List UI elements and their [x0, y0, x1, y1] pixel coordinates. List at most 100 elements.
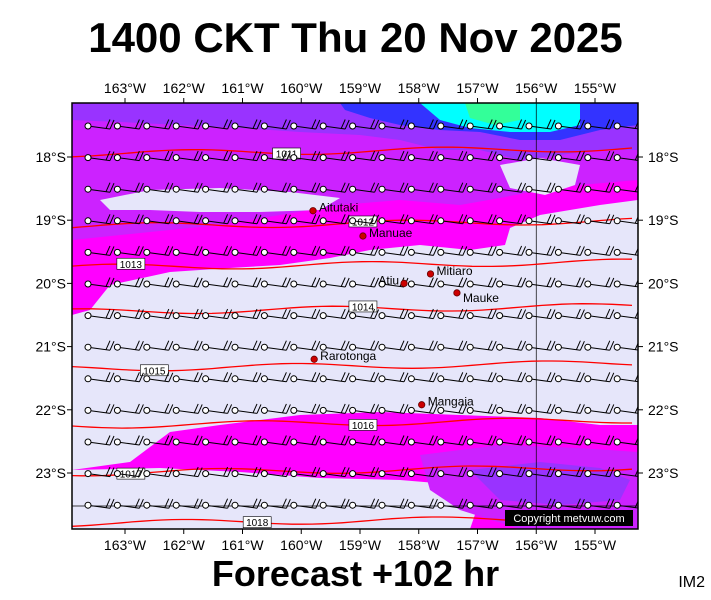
wind-barb [407, 277, 438, 288]
barb-station [85, 534, 91, 540]
barb-station [437, 406, 445, 414]
barb-station [84, 438, 92, 446]
barb-station [407, 375, 415, 383]
barb-station [349, 122, 357, 130]
barb-feather [193, 150, 199, 161]
barb-feather [487, 214, 493, 224]
barb-feather [344, 214, 350, 225]
barb-feather [168, 435, 174, 446]
barb-feather [521, 435, 527, 446]
lon-tick-label-top: 162°W [163, 80, 206, 96]
barb-feather [639, 152, 643, 161]
wind-barb [143, 308, 174, 320]
barb-feather [105, 372, 111, 382]
barb-feather [340, 435, 346, 445]
barb-feather [546, 340, 552, 350]
lon-tick-label-bottom: 160°W [280, 537, 323, 553]
barb-station [260, 375, 268, 383]
barb-feather [105, 466, 111, 477]
barb-feather [669, 373, 673, 382]
barb-station [554, 312, 562, 320]
barb-feather [399, 466, 405, 477]
lon-tick-label-top: 159°W [339, 80, 382, 96]
barb-station [84, 217, 92, 225]
barb-station [466, 438, 474, 446]
isobar-label: 1016 [352, 421, 375, 432]
barb-station [143, 280, 151, 288]
barb-station [202, 280, 210, 288]
barb-feather [634, 405, 638, 414]
barb-feather [428, 119, 434, 129]
barb-feather [134, 277, 140, 287]
barb-feather [370, 214, 376, 224]
barb-feather [134, 245, 140, 256]
barb-feather [428, 498, 434, 508]
barb-feather [138, 404, 144, 414]
barb-station [143, 470, 151, 478]
barb-station [613, 470, 621, 478]
barb-feather [491, 404, 497, 414]
barb-station [260, 248, 268, 256]
barb-feather [579, 151, 585, 161]
barb-feather [315, 246, 321, 256]
barb-feather [227, 372, 233, 383]
wind-barb [84, 119, 115, 130]
barb-feather [193, 340, 199, 350]
barb-station [172, 312, 180, 320]
wind-barb [113, 308, 144, 320]
barb-feather [669, 246, 673, 255]
barb-feather [193, 245, 199, 256]
wind-barb [437, 245, 468, 256]
barb-feather [256, 246, 262, 256]
barb-staff [647, 379, 669, 382]
lon-tick-label-bottom: 163°W [104, 537, 147, 553]
barb-feather [517, 340, 523, 350]
barb-feather [315, 404, 321, 414]
barb-feather [164, 435, 170, 445]
barb-station [437, 501, 445, 509]
barb-feather [462, 498, 468, 509]
barb-station [525, 375, 533, 383]
barb-station [290, 122, 298, 130]
wind-barb [172, 403, 203, 414]
wind-barb [644, 530, 673, 540]
wind-barb [525, 498, 556, 509]
barb-station [202, 122, 210, 130]
barb-staff [647, 252, 669, 255]
barb-feather [669, 120, 673, 129]
barb-feather [109, 498, 115, 509]
wind-barb [84, 245, 115, 256]
wind-barb [319, 119, 350, 130]
barb-feather [252, 182, 258, 192]
wind-barb [260, 245, 291, 256]
barb-feather [550, 214, 556, 225]
barb-station [202, 185, 210, 193]
barb-feather [635, 530, 639, 539]
barb-station [84, 312, 92, 320]
wind-barb [407, 403, 438, 414]
lon-tick-label-bottom: 161°W [221, 537, 264, 553]
barb-feather [428, 308, 434, 319]
barb-feather [639, 215, 643, 224]
barb-feather [256, 404, 262, 414]
wind-barb [407, 182, 438, 193]
wind-barb [319, 245, 350, 256]
barb-feather [256, 372, 262, 383]
barb-staff [647, 442, 669, 445]
barb-station [584, 470, 592, 478]
lat-tick-label-left: 19°S [35, 212, 66, 228]
barb-feather [134, 214, 140, 224]
barb-station [113, 312, 121, 320]
barb-station [466, 406, 474, 414]
barb-feather [605, 245, 611, 256]
wind-barb [584, 435, 615, 446]
barb-feather [340, 308, 346, 319]
wind-barb [407, 119, 438, 130]
barb-feather [605, 340, 611, 350]
wind-barb [319, 498, 350, 509]
barb-feather [634, 184, 638, 192]
barb-feather [223, 340, 229, 350]
barb-staff [647, 126, 669, 129]
wind-barb [437, 498, 468, 509]
barb-feather [105, 498, 111, 508]
